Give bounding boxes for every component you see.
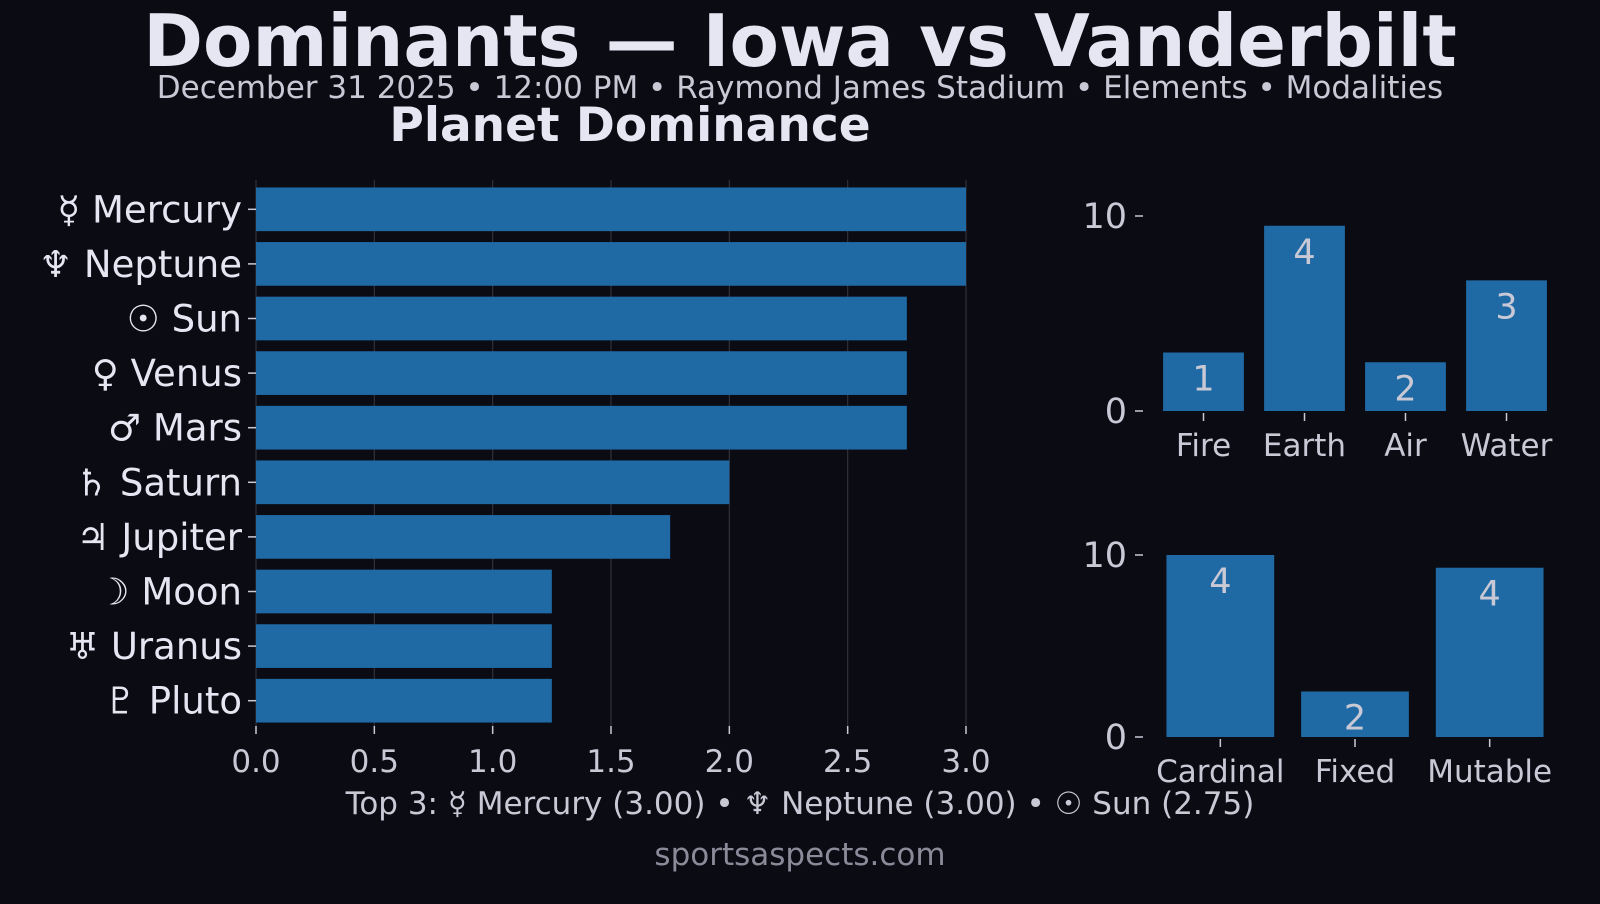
elements-bar-earth [1264, 225, 1345, 411]
bar-neptune [256, 242, 966, 286]
modalities-bar-mutable [1435, 567, 1544, 737]
y-tick-label-venus: ♀ Venus [92, 352, 242, 395]
elements-data-label-fire: 1 [1192, 360, 1214, 400]
watermark: sportsaspects.com [654, 837, 945, 873]
bar-moon [256, 569, 552, 614]
y-tick-label-moon: ☽ Moon [96, 571, 242, 614]
elements-y-tick-label-10: 10 [1082, 197, 1127, 237]
elements-y-tick-label-0: 0 [1105, 392, 1127, 432]
elements-data-label-water: 3 [1495, 287, 1517, 327]
y-tick-label-mercury: ☿ Mercury [58, 188, 242, 231]
x-tick-label-3-0: 3.0 [941, 744, 990, 780]
modalities-bar-fixed [1301, 691, 1409, 737]
modalities-data-label-mutable: 4 [1479, 575, 1501, 615]
page-title: Dominants — Iowa vs Vanderbilt [143, 0, 1457, 83]
y-tick-label-mars: ♂ Mars [108, 407, 242, 450]
elements-chart: 0 10 Fire 1 Earth 4 Air 2 Water 3 [1082, 197, 1552, 464]
y-tick-label-uranus: ♅ Uranus [66, 625, 242, 668]
elements-x-tick-label-air: Air [1384, 428, 1427, 464]
x-tick-label-0-5: 0.5 [350, 744, 399, 780]
top3-summary: Top 3: ☿ Mercury (3.00) • ♆ Neptune (3.0… [345, 786, 1255, 822]
y-tick-label-saturn: ♄ Saturn [75, 461, 242, 504]
bar-pluto [256, 678, 552, 723]
elements-data-label-air: 2 [1394, 369, 1416, 409]
x-tick-label-1-0: 1.0 [468, 744, 517, 780]
y-tick-label-pluto: ♇ Pluto [104, 680, 242, 723]
bar-sun [256, 296, 907, 341]
modalities-x-tick-label-mutable: Mutable [1427, 754, 1552, 790]
modalities-y-tick-label-0: 0 [1105, 718, 1127, 758]
bar-mercury [256, 187, 966, 232]
modalities-y-tick-label-10: 10 [1082, 536, 1127, 576]
x-tick-label-2-0: 2.0 [705, 744, 754, 780]
elements-bar-water [1466, 280, 1547, 411]
elements-x-tick-label-water: Water [1461, 428, 1553, 464]
elements-x-tick-label-fire: Fire [1176, 428, 1231, 464]
modalities-bar-cardinal [1166, 555, 1275, 737]
page-subtitle: December 31 2025 • 12:00 PM • Raymond Ja… [157, 70, 1443, 106]
bar-uranus [256, 624, 552, 668]
modalities-x-tick-label-cardinal: Cardinal [1156, 754, 1284, 790]
elements-data-label-earth: 4 [1293, 233, 1315, 273]
bar-saturn [256, 460, 730, 505]
modalities-data-label-fixed: 2 [1344, 699, 1366, 739]
x-tick-label-2-5: 2.5 [823, 744, 872, 780]
modalities-data-label-cardinal: 4 [1209, 562, 1231, 602]
bar-mars [256, 405, 907, 450]
y-tick-label-sun: ☉ Sun [127, 298, 242, 341]
planet-chart-title: Planet Dominance [389, 98, 870, 153]
bar-venus [256, 351, 907, 395]
modalities-x-tick-label-fixed: Fixed [1315, 754, 1395, 790]
x-tick-label-1-5: 1.5 [586, 744, 635, 780]
elements-bar-air [1365, 362, 1446, 411]
y-tick-label-neptune: ♆ Neptune [39, 243, 242, 286]
modalities-chart: 0 10 Cardinal 4 Fixed 2 Mutable 4 [1082, 536, 1552, 790]
x-tick-label-0-0: 0.0 [231, 744, 280, 780]
planet-dominance-chart: 0.0 0.5 1.0 1.5 2.0 2.5 3.0 ☿ Mercury ♆ Neptune ☉… [39, 180, 991, 780]
y-tick-label-jupiter: ♃ Jupiter [76, 516, 242, 559]
bar-jupiter [256, 515, 671, 559]
elements-bar-fire [1163, 352, 1244, 411]
elements-x-tick-label-earth: Earth [1263, 428, 1346, 464]
